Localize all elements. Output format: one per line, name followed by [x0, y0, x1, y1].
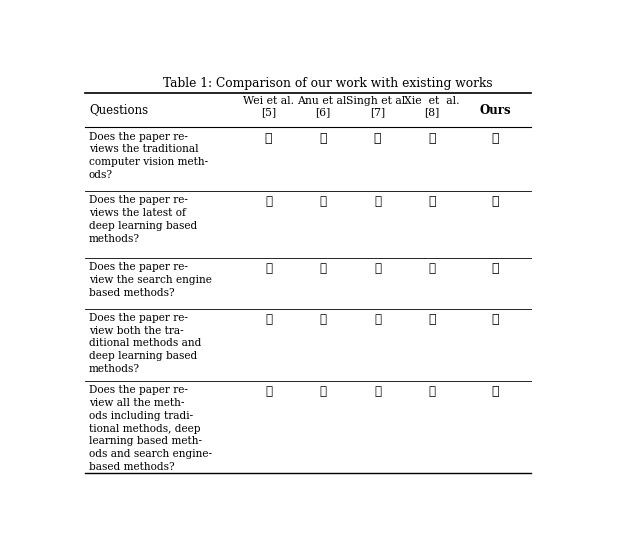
Text: ✗: ✗	[319, 195, 326, 209]
Text: ✓: ✓	[428, 313, 436, 326]
Text: Does the paper re-
view the search engine
based methods?: Does the paper re- view the search engin…	[89, 262, 212, 297]
Text: ✓: ✓	[492, 313, 499, 326]
Text: ✗: ✗	[265, 313, 272, 326]
Text: ✓: ✓	[428, 131, 436, 145]
Text: Wei et al.
[5]: Wei et al. [5]	[243, 96, 294, 117]
Text: ✓: ✓	[492, 385, 499, 398]
Text: ✗: ✗	[265, 262, 272, 275]
Text: Questions: Questions	[89, 103, 148, 117]
Text: ✗: ✗	[374, 385, 381, 398]
Text: ✓: ✓	[428, 195, 436, 209]
Text: Singh et al.
[7]: Singh et al. [7]	[346, 96, 409, 117]
Text: ✗: ✗	[265, 385, 272, 398]
Text: Anu et al.
[6]: Anu et al. [6]	[297, 96, 349, 117]
Text: Does the paper re-
view all the meth-
ods including tradi-
tional methods, deep
: Does the paper re- view all the meth- od…	[89, 385, 212, 472]
Text: ✓: ✓	[492, 131, 499, 145]
Text: ✓: ✓	[319, 131, 327, 145]
Text: Does the paper re-
view both the tra-
ditional methods and
deep learning based
m: Does the paper re- view both the tra- di…	[89, 313, 202, 374]
Text: ✓: ✓	[492, 195, 499, 209]
Text: Ours: Ours	[479, 103, 511, 117]
Text: ✗: ✗	[374, 195, 381, 209]
Text: ✗: ✗	[319, 385, 326, 398]
Text: ✗: ✗	[429, 385, 436, 398]
Text: Does the paper re-
views the traditional
computer vision meth-
ods?: Does the paper re- views the traditional…	[89, 131, 208, 180]
Text: ✓: ✓	[492, 262, 499, 275]
Text: Table 1: Comparison of our work with existing works: Table 1: Comparison of our work with exi…	[163, 77, 493, 90]
Text: ✓: ✓	[265, 131, 272, 145]
Text: ✗: ✗	[319, 262, 326, 275]
Text: ✗: ✗	[374, 313, 381, 326]
Text: Xie  et  al.
[8]: Xie et al. [8]	[404, 96, 460, 117]
Text: ✗: ✗	[429, 262, 436, 275]
Text: ✗: ✗	[265, 195, 272, 209]
Text: Does the paper re-
views the latest of
deep learning based
methods?: Does the paper re- views the latest of d…	[89, 195, 197, 244]
Text: ✗: ✗	[319, 313, 326, 326]
Text: ✓: ✓	[374, 131, 381, 145]
Text: ✗: ✗	[374, 262, 381, 275]
